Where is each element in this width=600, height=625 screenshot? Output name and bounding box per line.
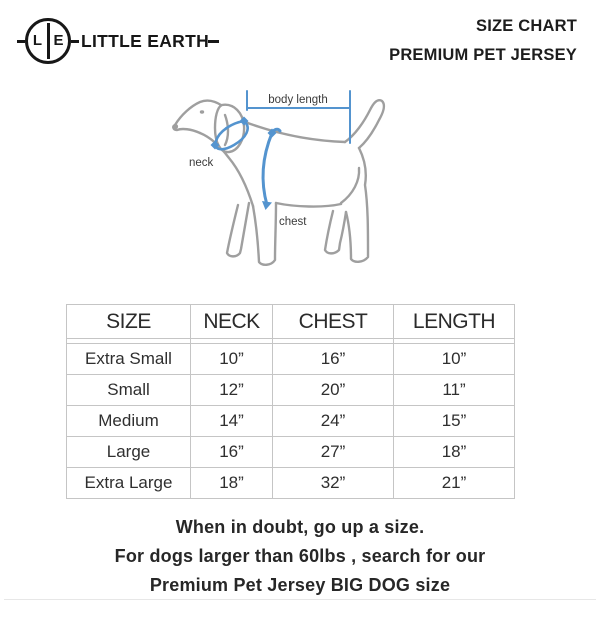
row-chest: 27”: [272, 436, 394, 468]
table-row: Small 12” 20” 11”: [66, 374, 515, 406]
logo-divider-bar: [46, 23, 50, 59]
row-length: 21”: [393, 467, 515, 499]
brand-name: LITTLE EARTH: [81, 29, 220, 53]
table-row: Large 16” 27” 18”: [66, 436, 515, 468]
row-size: Medium: [66, 405, 191, 437]
row-neck: 16”: [190, 436, 273, 468]
row-neck: 10”: [190, 343, 273, 375]
logo-right-tick: [71, 39, 79, 43]
brand-name-text: LITTLE EARTH: [81, 30, 210, 51]
row-neck: 18”: [190, 467, 273, 499]
logo-letter-l: L: [32, 32, 43, 49]
body-length-label: body length: [268, 94, 327, 106]
title-premium-pet-jersey: PREMIUM PET JERSEY: [389, 45, 577, 64]
logo-letter-e: E: [53, 32, 64, 49]
row-length: 18”: [393, 436, 515, 468]
logo-circle: [25, 18, 71, 64]
dog-measurement-diagram: body length neck chest: [95, 75, 455, 295]
col-header-size: SIZE: [66, 304, 191, 339]
bottom-divider: [4, 599, 596, 600]
table-row: Extra Large 18” 32” 21”: [66, 467, 515, 499]
row-length: 11”: [393, 374, 515, 406]
chest-label: chest: [279, 216, 307, 228]
note-go-up-a-size: When in doubt, go up a size.: [175, 517, 425, 537]
row-size: Small: [66, 374, 191, 406]
sizing-notes: When in doubt, go up a size. For dogs la…: [0, 513, 600, 600]
col-header-length: LENGTH: [393, 304, 515, 339]
size-table: SIZE NECK CHEST LENGTH Extra Small 10” 1…: [66, 304, 515, 499]
measurement-lines-icon: [210, 90, 351, 210]
col-header-neck: NECK: [190, 304, 273, 339]
row-neck: 12”: [190, 374, 273, 406]
row-neck: 14”: [190, 405, 273, 437]
row-length: 15”: [393, 405, 515, 437]
row-size: Large: [66, 436, 191, 468]
row-chest: 20”: [272, 374, 394, 406]
logo-left-tick: [17, 39, 25, 43]
row-chest: 16”: [272, 343, 394, 375]
page-title: SIZE CHART PREMIUM PET JERSEY: [389, 12, 577, 69]
title-size-chart: SIZE CHART: [476, 17, 577, 35]
neck-label: neck: [189, 157, 214, 169]
dog-diagram-svg: body length neck chest: [172, 90, 386, 266]
dog-outline-icon: [172, 99, 386, 266]
col-header-chest: CHEST: [272, 304, 394, 339]
little-earth-logo-icon: L E: [17, 18, 79, 64]
table-row: Extra Small 10” 16” 10”: [66, 343, 515, 375]
row-size: Extra Large: [66, 467, 191, 499]
table-row: Medium 14” 24” 15”: [66, 405, 515, 437]
row-chest: 32”: [272, 467, 394, 499]
brand-h-extension-bar: [208, 40, 220, 43]
row-chest: 24”: [272, 405, 394, 437]
row-length: 10”: [393, 343, 515, 375]
row-size: Extra Small: [66, 343, 191, 375]
note-big-dog-size: Premium Pet Jersey BIG DOG size: [149, 575, 451, 595]
note-dogs-over-60lbs: For dogs larger than 60lbs , search for …: [114, 546, 486, 566]
size-table-header-row: SIZE NECK CHEST LENGTH: [66, 304, 515, 339]
